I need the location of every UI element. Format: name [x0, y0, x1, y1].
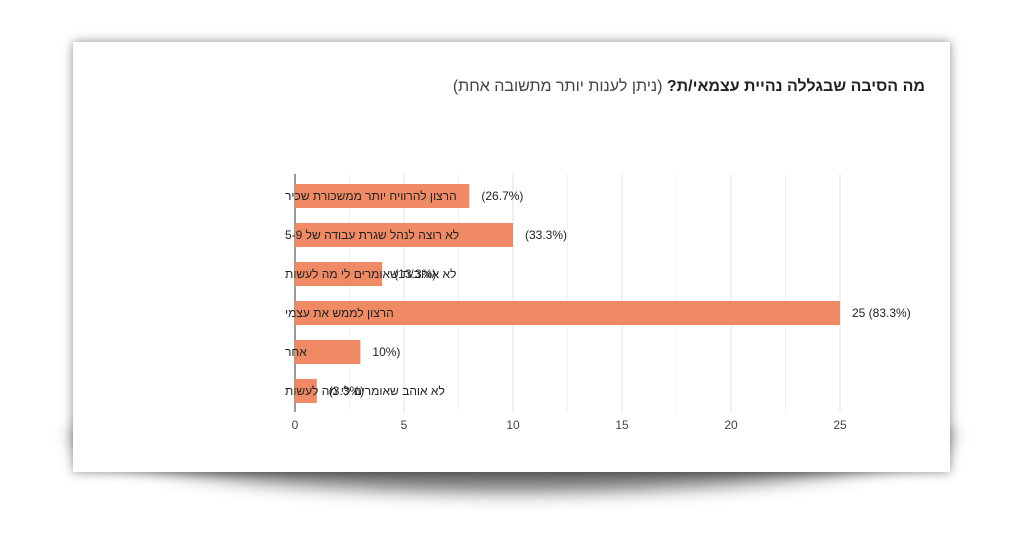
bar	[295, 379, 317, 403]
category-label: הרצון להרוויח יותר ממשכורת שכיר	[285, 189, 457, 203]
category-label: הרצון לממש את עצמי	[285, 306, 394, 320]
bar	[295, 262, 383, 286]
category-label: לא אוהב שאומרים לי מה לעשות	[285, 384, 445, 398]
bar-chart: הרצון להרוויח יותר ממשכורת שכיר (26.7%) לא…	[285, 174, 911, 432]
category-label: אחר	[285, 345, 307, 359]
data-label: (13.3%)	[394, 267, 436, 281]
chart-title: מה הסיבה שבגללה נהיית עצמאי/ת? (ניתן לענ…	[73, 78, 925, 96]
data-label: 25 (83.3%)	[852, 306, 911, 320]
x-tick-label: 5	[401, 418, 408, 432]
x-tick-label: 25	[833, 418, 847, 432]
category-label: לא אוהב/ת שאומרים לי מה לעשות	[285, 267, 456, 281]
data-label: (33.3%)	[525, 228, 567, 242]
bar	[295, 184, 470, 208]
x-tick-label: 20	[724, 418, 738, 432]
bar	[295, 223, 513, 247]
chart-title-main: מה הסיבה שבגללה נהיית עצמאי/ת?	[666, 78, 925, 95]
x-tick-label: 10	[506, 418, 520, 432]
bar	[295, 340, 361, 364]
data-label: (3.3%)	[329, 384, 364, 398]
data-label: 10%)	[372, 345, 400, 359]
data-label: (26.7%)	[481, 189, 523, 203]
category-label: לא רוצה לנהל שגרת עבודה של 5-9	[285, 228, 459, 242]
bar	[295, 301, 840, 325]
chart-card: מה הסיבה שבגללה נהיית עצמאי/ת? (ניתן לענ…	[73, 42, 950, 472]
chart-title-subtitle: (ניתן לענות יותר מתשובה אחת)	[452, 78, 663, 95]
x-tick-label: 0	[292, 418, 299, 432]
x-tick-label: 15	[615, 418, 629, 432]
